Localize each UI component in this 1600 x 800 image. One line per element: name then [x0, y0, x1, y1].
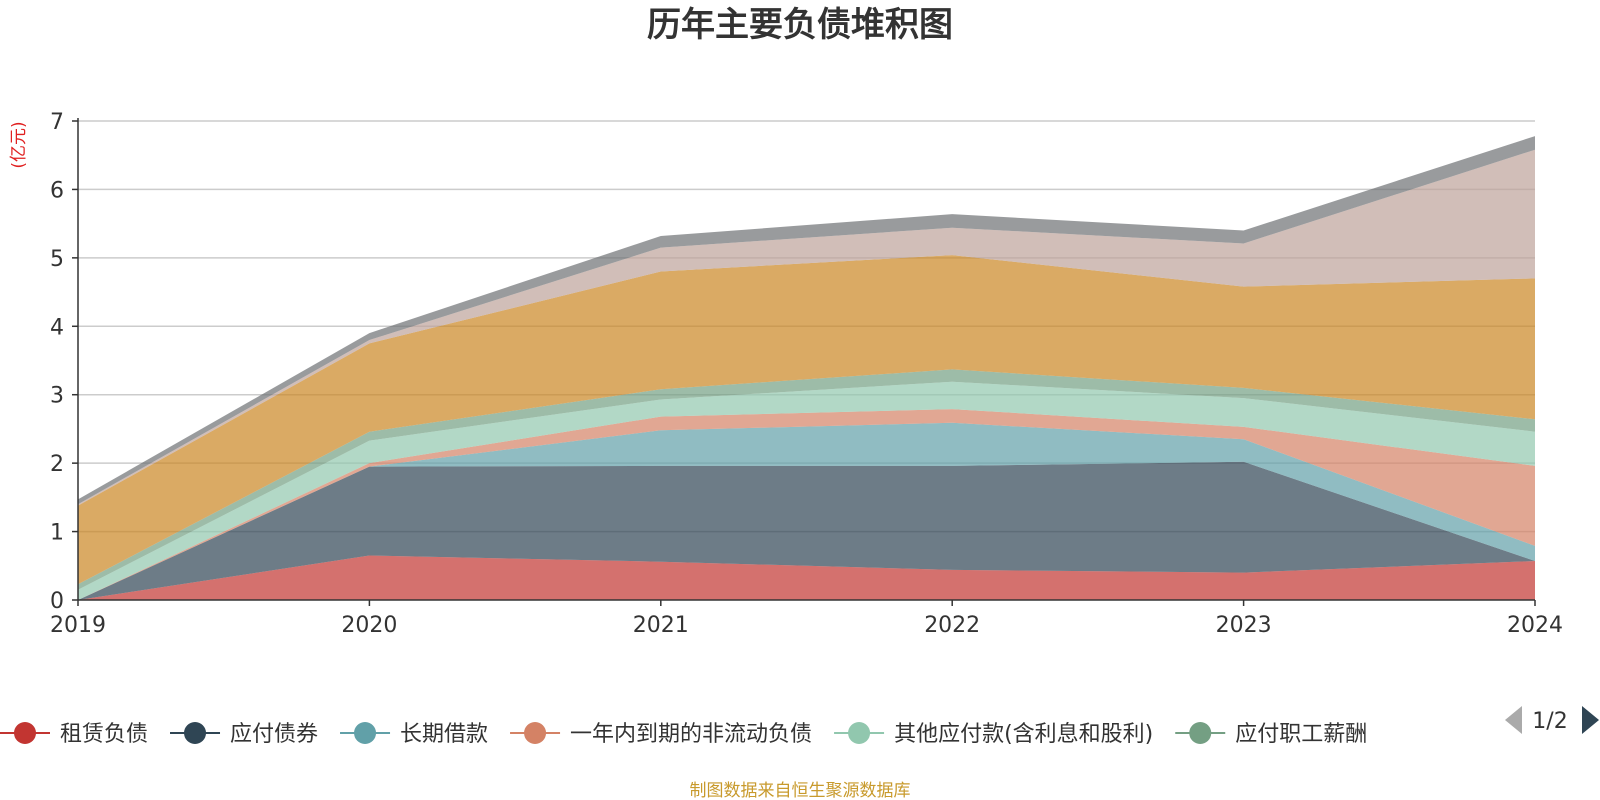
x-tick-label: 2019	[50, 613, 106, 638]
legend-item[interactable]: 一年内到期的非流动负债	[510, 722, 812, 747]
legend-item[interactable]: 租赁负债	[0, 722, 148, 747]
chart-title: 历年主要负债堆积图	[647, 5, 953, 45]
legend: 租赁负债 应付债券 长期借款 一年内到期的非流动负债 其他应付款(含利息和股利) 应付职工…	[0, 722, 1367, 747]
y-tick-label: 1	[50, 521, 64, 546]
y-axis-unit-label: (亿元)	[9, 121, 29, 168]
area-series-layer	[78, 136, 1535, 600]
x-tick-label: 2021	[633, 613, 689, 638]
legend-marker-icon	[1189, 722, 1212, 744]
legend-marker-icon	[14, 722, 36, 744]
legend-label: 其他应付款(含利息和股利)	[894, 722, 1153, 747]
legend-page-indicator: 1/2	[1532, 709, 1567, 734]
legend-marker-icon	[184, 722, 207, 744]
legend-label: 应付债券	[230, 722, 318, 747]
legend-item[interactable]: 应付职工薪酬	[1175, 722, 1367, 747]
y-tick-label: 7	[50, 110, 64, 135]
area-series	[78, 461, 1535, 600]
area-series	[78, 409, 1535, 600]
legend-label: 一年内到期的非流动负债	[570, 722, 812, 747]
y-tick-label: 4	[50, 315, 64, 340]
x-tick-label: 2020	[341, 613, 397, 638]
legend-label: 长期借款	[400, 722, 488, 747]
x-tick-label: 2022	[924, 613, 980, 638]
area-series	[78, 369, 1535, 590]
legend-item[interactable]: 应付债券	[170, 722, 318, 747]
legend-marker-icon	[524, 722, 547, 744]
y-tick-label: 2	[50, 452, 64, 477]
data-source-note: 制图数据来自恒生聚源数据库	[690, 781, 911, 800]
x-tick-label: 2023	[1216, 613, 1272, 638]
legend-marker-icon	[354, 722, 377, 744]
area-series	[78, 422, 1535, 600]
axes: 0 1 2 3 4 5 6 7 2019 2020 2021 2022 2023 2024	[50, 110, 1563, 638]
legend-item[interactable]: 长期借款	[340, 722, 488, 747]
area-series	[78, 255, 1535, 585]
x-tick-label: 2024	[1507, 613, 1563, 638]
legend-label: 应付职工薪酬	[1235, 722, 1367, 747]
legend-next-page-icon[interactable]	[1582, 706, 1599, 734]
y-tick-label: 0	[50, 589, 64, 614]
y-tick-label: 5	[50, 247, 64, 272]
legend-label: 租赁负债	[60, 722, 148, 747]
legend-prev-page-icon[interactable]	[1505, 706, 1522, 734]
y-tick-label: 3	[50, 384, 64, 409]
area-series	[78, 555, 1535, 600]
area-series	[78, 136, 1535, 505]
legend-marker-icon	[848, 722, 871, 744]
area-series	[78, 381, 1535, 600]
y-tick-label: 6	[50, 178, 64, 203]
legend-pager: 1/2	[1505, 706, 1599, 734]
legend-item[interactable]: 其他应付款(含利息和股利)	[834, 722, 1153, 747]
